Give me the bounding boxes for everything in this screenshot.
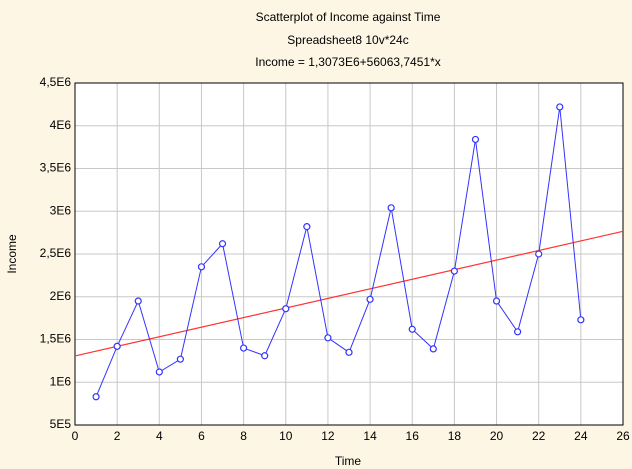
data-point: [324, 334, 332, 342]
data-point: [303, 223, 311, 231]
data-point: [535, 250, 543, 258]
data-point: [176, 355, 184, 363]
data-point: [218, 240, 227, 248]
data-point: [366, 295, 374, 303]
chart-title: Scatterplot of Income against Time: [256, 10, 441, 24]
y-tick-label: 5E5: [50, 417, 72, 431]
data-point: [92, 393, 100, 401]
data-point: [514, 328, 522, 336]
x-tick-label: 12: [321, 429, 335, 443]
x-axis-label: Time: [335, 454, 362, 468]
data-point: [155, 368, 163, 376]
x-tick-label: 22: [532, 429, 546, 443]
x-tick-label: 26: [616, 429, 630, 443]
x-tick-label: 6: [198, 429, 205, 443]
chart-subtitle: Spreadsheet8 10v*24c: [287, 33, 408, 47]
data-point: [134, 297, 142, 305]
x-tick-label: 10: [279, 429, 293, 443]
data-point: [113, 342, 121, 350]
y-tick-label: 3,5E6: [40, 161, 72, 175]
data-point: [408, 325, 416, 333]
y-tick-label: 2,5E6: [40, 246, 72, 260]
y-tick-label: 4E6: [50, 118, 72, 132]
x-tick-label: 14: [363, 429, 377, 443]
y-tick-label: 1,5E6: [40, 332, 72, 346]
fit-line: [74, 230, 624, 357]
x-tick-label: 18: [448, 429, 462, 443]
y-tick-label: 3E6: [50, 203, 72, 217]
data-point: [429, 345, 437, 353]
x-tick-label: 2: [114, 429, 121, 443]
series-line: [95, 106, 582, 397]
data-point: [282, 305, 290, 313]
x-tick-label: 8: [240, 429, 247, 443]
data-point: [450, 267, 458, 275]
x-tick-label: 4: [156, 429, 163, 443]
x-tick-label: 0: [72, 429, 79, 443]
data-point: [556, 103, 564, 111]
x-tick-label: 16: [406, 429, 420, 443]
x-tick-label: 20: [490, 429, 504, 443]
data-point: [240, 344, 248, 352]
data-point: [197, 263, 206, 271]
y-tick-label: 4,5E6: [40, 75, 72, 89]
x-tick-label: 24: [574, 429, 588, 443]
y-tick-label: 1E6: [50, 374, 72, 388]
data-point: [492, 297, 501, 305]
y-axis-label: Income: [5, 234, 19, 274]
plot-frame: [74, 82, 624, 426]
y-tick-label: 2E6: [50, 289, 72, 303]
data-point: [261, 352, 269, 360]
equation: Income = 1,3073E6+56063,7451*x: [255, 55, 440, 69]
data-point: [471, 135, 480, 144]
data-point: [577, 316, 585, 324]
data-point: [345, 348, 353, 356]
data-point: [387, 204, 395, 212]
